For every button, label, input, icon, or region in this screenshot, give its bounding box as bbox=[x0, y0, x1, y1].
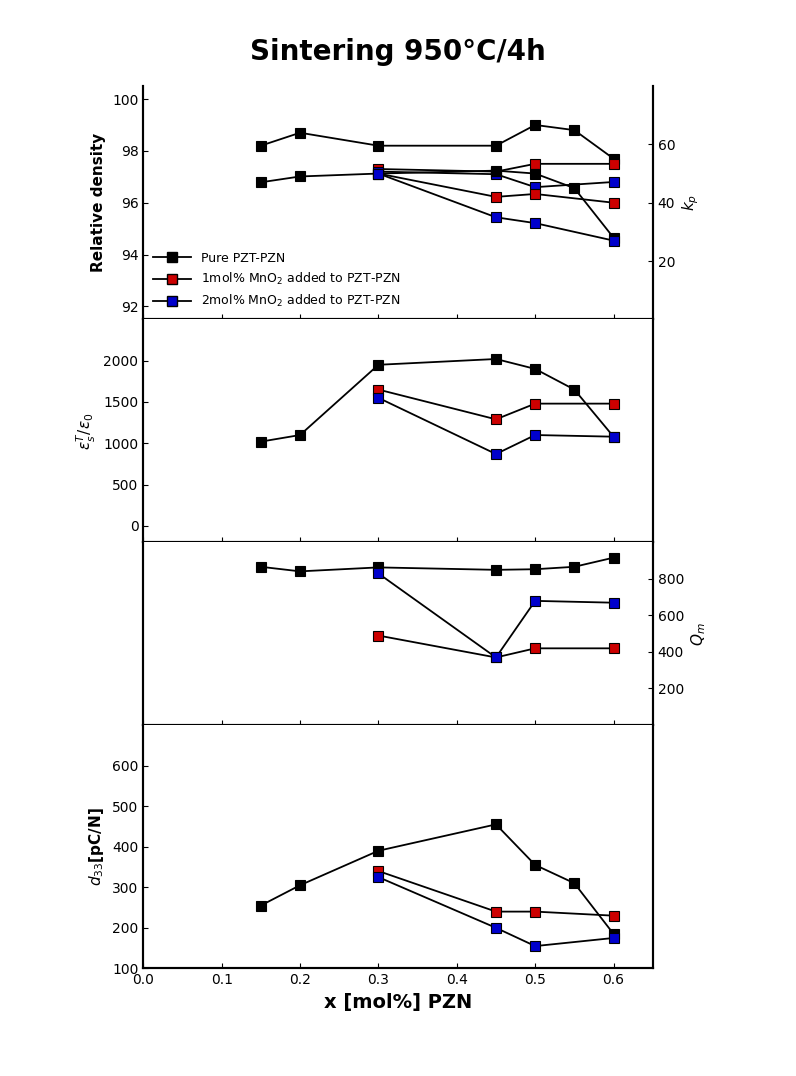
Text: Sintering 950°C/4h: Sintering 950°C/4h bbox=[250, 38, 546, 66]
Y-axis label: $Q_m$: $Q_m$ bbox=[689, 622, 708, 646]
Legend: Pure PZT-PZN, 1mol% MnO$_2$ added to PZT-PZN, 2mol% MnO$_2$ added to PZT-PZN: Pure PZT-PZN, 1mol% MnO$_2$ added to PZT… bbox=[150, 247, 404, 313]
Y-axis label: $d_{33}$[pC/N]: $d_{33}$[pC/N] bbox=[88, 807, 107, 886]
Y-axis label: $k_p$: $k_p$ bbox=[681, 194, 701, 211]
X-axis label: x [mol%] PZN: x [mol%] PZN bbox=[324, 993, 472, 1011]
Y-axis label: Relative density: Relative density bbox=[92, 133, 107, 272]
Y-axis label: $\varepsilon_s^T/\varepsilon_0$: $\varepsilon_s^T/\varepsilon_0$ bbox=[75, 412, 98, 450]
